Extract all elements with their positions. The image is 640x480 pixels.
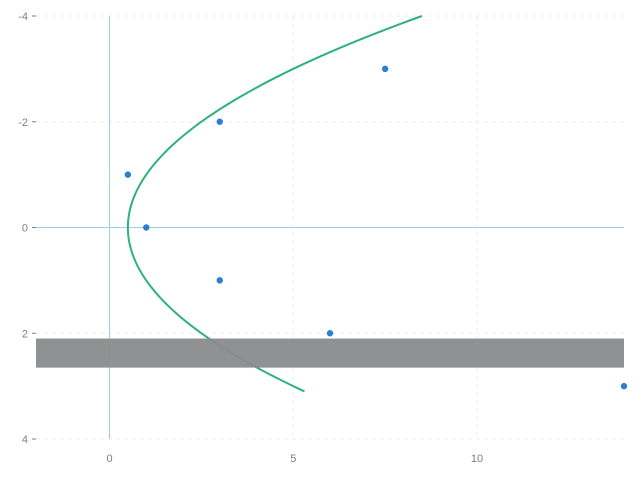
data-point-0 [124, 171, 132, 178]
x-tick-label-2: 10 [471, 453, 483, 465]
y-tick-label-1: -2 [18, 117, 28, 129]
reference-lines-layer [36, 16, 624, 439]
axis-layer: -4 -2 0 2 4 0 5 10 [18, 11, 483, 465]
gray-band [36, 338, 624, 368]
band-layer [36, 338, 624, 368]
y-tick-label-3: 2 [22, 328, 28, 340]
points-layer [124, 65, 628, 390]
y-tick-label-2: 0 [22, 223, 28, 235]
data-point-6 [620, 382, 628, 390]
data-point-5 [381, 65, 389, 73]
x-tick-label-1: 5 [290, 453, 296, 465]
data-point-4 [326, 330, 334, 337]
fitted-curve [126, 15, 423, 393]
data-point-1 [143, 224, 150, 231]
data-point-2 [216, 118, 223, 125]
y-tick-label-4: 4 [22, 434, 28, 446]
x-tick-label-0: 0 [106, 453, 112, 465]
y-tick-label-0: -4 [18, 11, 28, 23]
data-point-3 [216, 277, 223, 284]
curve-layer [126, 15, 423, 393]
